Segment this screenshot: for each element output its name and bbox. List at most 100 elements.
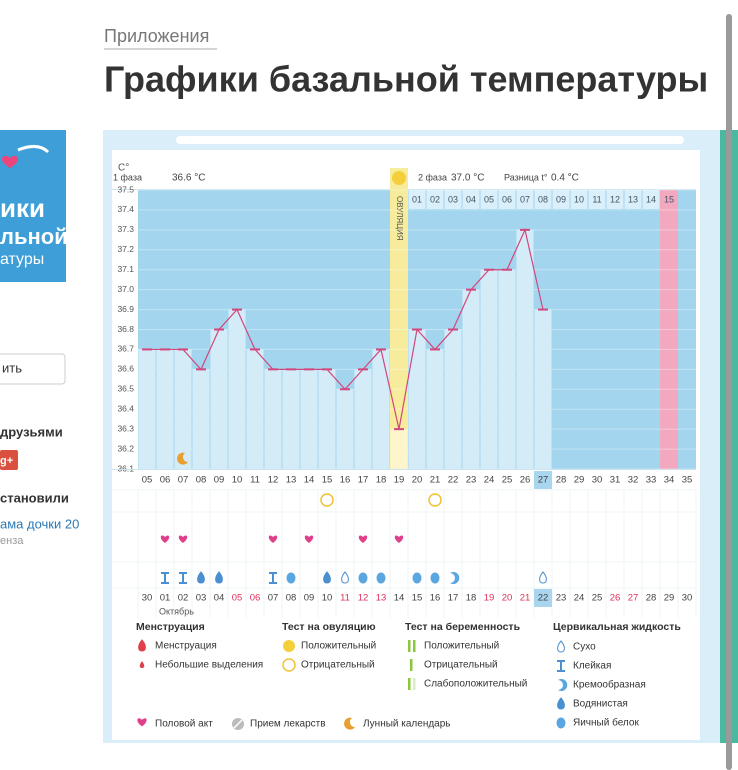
- date-label: 06: [250, 593, 261, 604]
- date-label: 10: [322, 593, 333, 604]
- sticky-icon: [269, 572, 277, 584]
- banner[interactable]: [0, 130, 66, 282]
- phase2-day: 11: [592, 194, 601, 204]
- phase2-day: 02: [430, 194, 440, 204]
- dry-icon: [557, 640, 565, 653]
- date-label: 19: [484, 593, 495, 604]
- phase2-day: 07: [520, 194, 530, 204]
- x-tick-label: 31: [610, 475, 621, 486]
- ov-negative: [320, 493, 334, 507]
- heart-icon: [137, 718, 147, 727]
- x-tick-label: 25: [502, 475, 513, 486]
- x-tick-label: 22: [448, 475, 459, 486]
- egg-icon: [556, 717, 566, 729]
- highlight: [534, 589, 552, 607]
- y-tick-label: 37.4: [117, 204, 134, 214]
- day-bar: [138, 349, 156, 469]
- chart: C°1 фаза 36.6 °C 2 фаза 37.0 °C Разница t° 0.…: [112, 160, 697, 730]
- widget-scroll[interactable]: [176, 136, 684, 144]
- x-tick-label: 10: [232, 475, 243, 486]
- day-bar: [300, 369, 318, 469]
- legend-item: Отрицательный: [424, 660, 498, 671]
- legend-title: Тест на овуляцию: [282, 621, 376, 633]
- sticky-icon: [161, 572, 169, 584]
- day-bar: [228, 309, 246, 469]
- date-label: 18: [466, 593, 477, 604]
- date-label: 09: [304, 593, 315, 604]
- y-tick-label: 36.2: [117, 443, 134, 453]
- scrollbar[interactable]: [726, 14, 732, 770]
- x-tick-label: 08: [196, 475, 207, 486]
- x-tick-label: 16: [340, 475, 351, 486]
- egg-icon: [286, 572, 296, 584]
- dry-icon: [341, 571, 349, 584]
- date-label: 24: [574, 593, 585, 604]
- pill-line: [233, 719, 243, 729]
- egg-icon: [412, 572, 422, 584]
- day-cell: [660, 190, 678, 209]
- date-label: 03: [196, 593, 207, 604]
- diff-label: Разница t°: [504, 172, 548, 182]
- date-label: 11: [340, 593, 350, 604]
- day-bar: [444, 329, 462, 469]
- day-cell: [426, 190, 444, 209]
- phase2-day: 13: [628, 194, 638, 204]
- y-tick-label: 36.4: [117, 403, 134, 413]
- date-label: 30: [142, 593, 153, 604]
- y-unit: C°: [118, 163, 129, 174]
- gplus-icon[interactable]: [0, 450, 18, 470]
- drop-icon: [215, 571, 223, 584]
- phase2-day: 05: [484, 194, 494, 204]
- legend-title: Цервикальная жидкость: [553, 621, 681, 633]
- button[interactable]: [0, 353, 66, 385]
- sticky-icon: [179, 572, 187, 584]
- heart-icon: [160, 535, 170, 543]
- phase-label: 1 фаза: [113, 172, 142, 182]
- banner-curve: [17, 145, 50, 154]
- y-tick-label: 37.5: [117, 184, 134, 194]
- x-tick-label: 05: [142, 475, 153, 486]
- legend-item: Кремообразная: [573, 679, 646, 691]
- phase2-day: 01: [412, 194, 422, 204]
- test-bar: [410, 659, 413, 671]
- day-bar: [498, 269, 516, 469]
- sticky-icon: [557, 660, 565, 672]
- day-cell: [624, 190, 642, 209]
- button-label[interactable]: ить: [2, 360, 22, 375]
- day-cell: [552, 190, 570, 209]
- heart-icon: [268, 535, 278, 543]
- phase-value: 37.0 °C: [451, 173, 484, 184]
- phase2-day: 03: [448, 194, 458, 204]
- x-tick-label: 09: [214, 475, 225, 486]
- y-tick-label: 37.3: [117, 224, 134, 234]
- day-bar: [174, 349, 192, 469]
- date-label: 22: [538, 593, 549, 604]
- day-bar: [264, 369, 282, 469]
- day-bar: [246, 349, 264, 469]
- date-label: 07: [268, 593, 279, 604]
- day-cell: [570, 190, 588, 209]
- ovulation-label: ОВУЛЯЦИЯ: [395, 196, 404, 241]
- dry-icon: [539, 571, 547, 584]
- ovulation-band: [390, 168, 408, 469]
- drop-icon: [557, 697, 565, 710]
- user-link[interactable]: ама дочки 20: [0, 516, 79, 531]
- y-tick-label: 37.1: [117, 264, 134, 274]
- section-link[interactable]: Приложения: [104, 26, 209, 46]
- x-tick-label: 18: [376, 475, 387, 486]
- date-label: 28: [646, 593, 657, 604]
- legend-item: Менструация: [155, 641, 217, 652]
- x-tick-label: 24: [484, 475, 495, 486]
- x-tick-label: 21: [430, 475, 441, 486]
- date-label: 16: [430, 593, 441, 604]
- date-label: 20: [502, 593, 513, 604]
- y-tick-label: 36.5: [117, 384, 134, 394]
- x-tick-label: 11: [250, 475, 260, 486]
- date-label: 08: [286, 593, 297, 604]
- legend-item: Яичный белок: [573, 717, 639, 729]
- day-cell: [588, 190, 606, 209]
- date-label: 04: [214, 593, 225, 604]
- legend-item: Отрицательный: [301, 660, 375, 671]
- legend-title: Менструация: [136, 621, 205, 633]
- phase2-day: 10: [574, 194, 584, 204]
